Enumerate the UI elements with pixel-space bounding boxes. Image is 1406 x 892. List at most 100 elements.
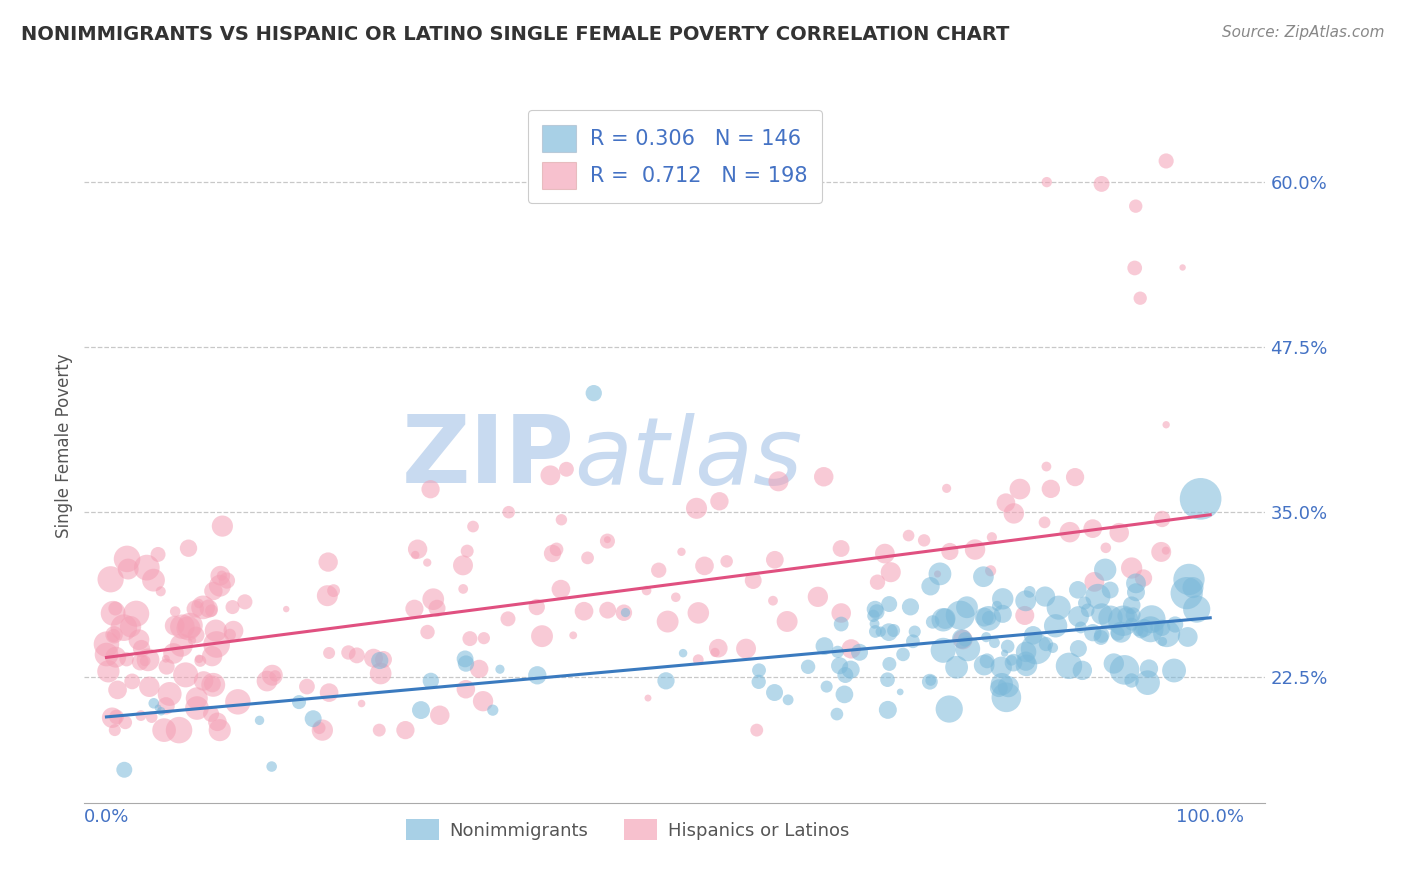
Point [918,674,941,689]
Point [986,599,1008,613]
Point [107,682,129,697]
Point [927,566,949,581]
Point [637,691,659,706]
Point [1073,596,1095,610]
Point [128,632,150,647]
Point [456,544,478,558]
Point [159,687,181,701]
Point [172,620,194,634]
Point [742,574,765,588]
Point [709,494,731,508]
Point [972,570,994,584]
Text: Source: ZipAtlas.com: Source: ZipAtlas.com [1222,25,1385,40]
Point [409,703,432,717]
Point [1136,675,1159,690]
Point [980,564,1002,578]
Point [114,715,136,730]
Point [1115,609,1137,624]
Point [994,646,1017,660]
Point [105,710,128,724]
Point [451,558,474,573]
Point [316,589,339,603]
Point [1177,630,1199,644]
Point [222,624,245,638]
Point [995,690,1018,705]
Point [205,624,228,638]
Point [472,631,495,645]
Point [1057,658,1080,673]
Point [1102,657,1125,671]
Point [991,591,1014,606]
Point [991,607,1014,621]
Point [876,703,898,717]
Point [974,630,997,644]
Point [121,674,143,689]
Point [839,663,862,677]
Point [1125,576,1147,591]
Point [1064,470,1087,484]
Point [211,519,233,533]
Point [994,496,1017,510]
Point [572,604,595,618]
Point [1125,199,1147,213]
Point [1071,664,1094,678]
Point [156,659,179,673]
Point [1014,608,1036,623]
Point [295,680,318,694]
Point [883,624,905,638]
Point [1107,626,1129,640]
Point [671,545,693,559]
Point [716,554,738,568]
Point [1002,507,1025,521]
Point [1002,656,1025,670]
Point [1081,625,1104,640]
Point [541,546,564,560]
Point [848,645,870,659]
Point [426,601,449,615]
Point [201,649,224,664]
Point [454,657,477,671]
Point [1108,525,1130,540]
Point [188,654,211,668]
Point [655,673,678,688]
Point [1070,620,1092,634]
Point [112,763,135,777]
Point [193,673,215,688]
Point [1112,614,1135,628]
Point [125,607,148,621]
Point [1163,664,1185,678]
Point [997,680,1019,694]
Point [454,652,477,666]
Point [830,617,852,632]
Point [200,604,222,618]
Point [1130,624,1153,639]
Point [186,691,208,706]
Point [186,701,208,715]
Point [368,723,391,738]
Point [1154,153,1177,168]
Point [935,481,957,495]
Point [1067,641,1090,656]
Point [685,501,707,516]
Point [221,600,243,615]
Point [472,694,495,708]
Point [138,680,160,694]
Point [614,606,637,620]
Point [745,723,768,738]
Point [260,759,283,773]
Point [596,533,619,547]
Point [394,723,416,738]
Point [201,677,224,691]
Point [202,584,225,599]
Point [187,597,209,611]
Point [416,556,439,570]
Point [205,637,228,651]
Point [929,566,952,581]
Point [983,635,1005,649]
Point [866,575,889,590]
Point [181,633,204,648]
Point [1139,622,1161,636]
Point [256,674,278,689]
Text: NONIMMIGRANTS VS HISPANIC OR LATINO SINGLE FEMALE POVERTY CORRELATION CHART: NONIMMIGRANTS VS HISPANIC OR LATINO SING… [21,25,1010,44]
Point [904,624,927,639]
